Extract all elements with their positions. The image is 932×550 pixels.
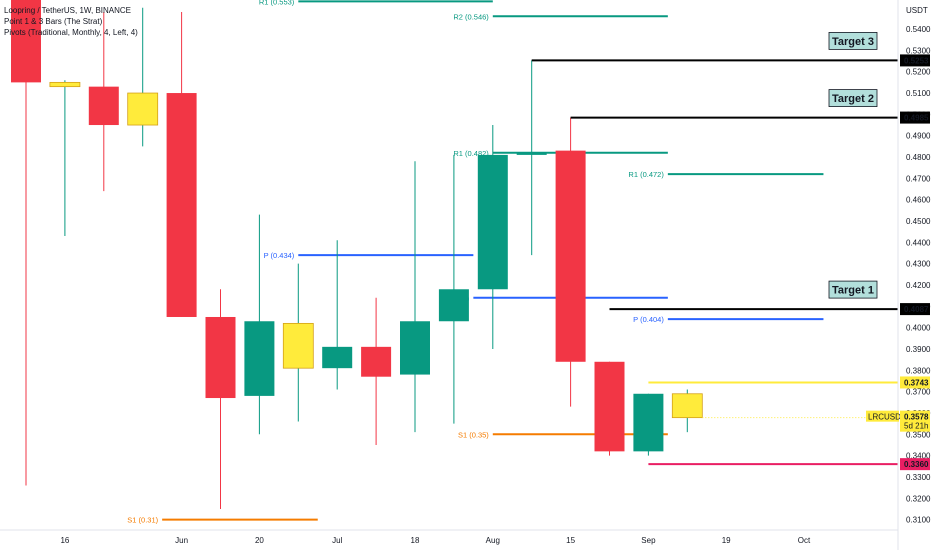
price-tag-text: 0.4985: [904, 114, 929, 123]
price-tick-label: 0.4700: [906, 174, 931, 183]
pivot-label: S1 (0.31): [127, 516, 158, 525]
indicator-strat-label[interactable]: Point 1 & 3 Bars (The Strat): [4, 17, 103, 26]
candle-body: [555, 150, 586, 362]
pivot-label: R2 (0.546): [453, 12, 489, 21]
candle-body: [516, 152, 547, 155]
symbol-tag-text: LRCUSDT: [868, 413, 906, 422]
price-tag-text: 0.3743: [904, 378, 929, 387]
candle-body: [88, 86, 119, 126]
price-tick-label: 0.4900: [906, 132, 931, 141]
price-tick-label: 0.3400: [906, 452, 931, 461]
candle-body: [477, 154, 508, 290]
candle-body: [671, 393, 703, 419]
symbol-title[interactable]: Loopring / TetherUS, 1W, BINANCE: [4, 6, 132, 15]
chart-legend: Loopring / TetherUS, 1W, BINANCE Point 1…: [4, 5, 138, 38]
candle-body: [400, 321, 430, 375]
price-tick-label: 0.5400: [906, 25, 931, 34]
price-tick-label: 0.4500: [906, 217, 931, 226]
candle-body: [438, 289, 469, 322]
candle-body: [49, 81, 81, 88]
candle-body: [205, 316, 236, 399]
price-tick-label: 0.3500: [906, 430, 931, 439]
candles-layer: [11, 0, 703, 509]
price-labels-layer: 0.5253 Target 3 0.4985 Target 2 0.4087 Target…: [828, 32, 930, 471]
candle-body: [127, 92, 159, 126]
price-tick-label: 0.5200: [906, 68, 931, 77]
date-tick-label: 16: [60, 536, 69, 545]
current-price-text: 0.3578: [904, 413, 929, 422]
pivot-label: P (0.404): [633, 315, 664, 324]
price-tick-label: 0.4400: [906, 238, 931, 247]
candle-body: [166, 93, 197, 317]
symbol-tag: [866, 410, 899, 422]
price-tick-label: 0.3700: [906, 388, 931, 397]
current-price-tag: [900, 410, 930, 432]
price-tick-label: 0.3200: [906, 494, 931, 503]
pivot-label: P (0.434): [264, 251, 295, 260]
pivot-label: R1 (0.553): [259, 0, 295, 6]
price-tag: [900, 458, 930, 471]
candle-body: [594, 361, 625, 452]
date-tick-label: Jun: [175, 536, 188, 545]
price-tag: [900, 303, 930, 316]
pivot-label: S1 (0.35): [458, 430, 489, 439]
target-box: [828, 89, 878, 107]
candle-body: [633, 393, 664, 452]
date-tick-label: 20: [255, 536, 264, 545]
price-tick-label: 0.4800: [906, 153, 931, 162]
price-tick-label: 0.5100: [906, 89, 931, 98]
date-tick-label: 15: [566, 536, 575, 545]
candle-body: [322, 346, 353, 369]
price-tick-label: 0.3100: [906, 516, 931, 525]
target-box-label: Target 2: [832, 93, 874, 105]
price-tick-label: 0.4600: [906, 196, 931, 205]
price-tick-label: 0.3900: [906, 345, 931, 354]
price-tag-text: 0.4087: [904, 305, 929, 314]
time-axis[interactable]: 16 Jun 20 Jul 18 Aug 15 Sep 19 Oct: [0, 529, 898, 545]
date-tick-label: Aug: [486, 536, 500, 545]
target-box: [828, 32, 878, 50]
date-tick-label: Jul: [332, 536, 342, 545]
date-tick-label: 18: [411, 536, 420, 545]
candle-body: [282, 322, 314, 369]
price-tick-label: 0.4000: [906, 324, 931, 333]
target-lines-layer: [531, 59, 898, 466]
price-tick-label: 0.3300: [906, 473, 931, 482]
price-tag-text: 0.3360: [904, 460, 929, 469]
price-tag: [900, 376, 930, 389]
price-tick-label: 0.4300: [906, 260, 931, 269]
price-tag: [900, 54, 930, 67]
date-tick-label: 19: [722, 536, 731, 545]
candle-body: [244, 321, 275, 396]
candle-body: [361, 346, 392, 377]
currency-label: USDT: [906, 6, 928, 15]
target-box-label: Target 3: [832, 36, 874, 48]
indicator-pivots-label[interactable]: Pivots (Traditional, Monthly, 4, Left, 4…: [4, 28, 138, 37]
date-tick-label: Oct: [798, 536, 811, 545]
pivot-label: R1 (0.472): [628, 170, 664, 179]
price-tick-label: 0.4200: [906, 281, 931, 290]
countdown-text: 5d 21h: [904, 422, 928, 431]
date-tick-label: Sep: [641, 536, 656, 545]
pivot-levels-layer: R1 (0.553) R2 (0.546) R1 (0.482) R1 (0.472)…: [127, 0, 824, 525]
target-box: [828, 280, 878, 299]
price-tag: [900, 111, 930, 124]
pivot-label: R1 (0.482): [453, 149, 489, 158]
price-tick-label: 0.5300: [906, 46, 931, 55]
candle-body: [11, 0, 41, 83]
target-box-label: Target 1: [832, 285, 874, 297]
price-tag-text: 0.5253: [904, 56, 929, 65]
price-tick-label: 0.3800: [906, 366, 931, 375]
